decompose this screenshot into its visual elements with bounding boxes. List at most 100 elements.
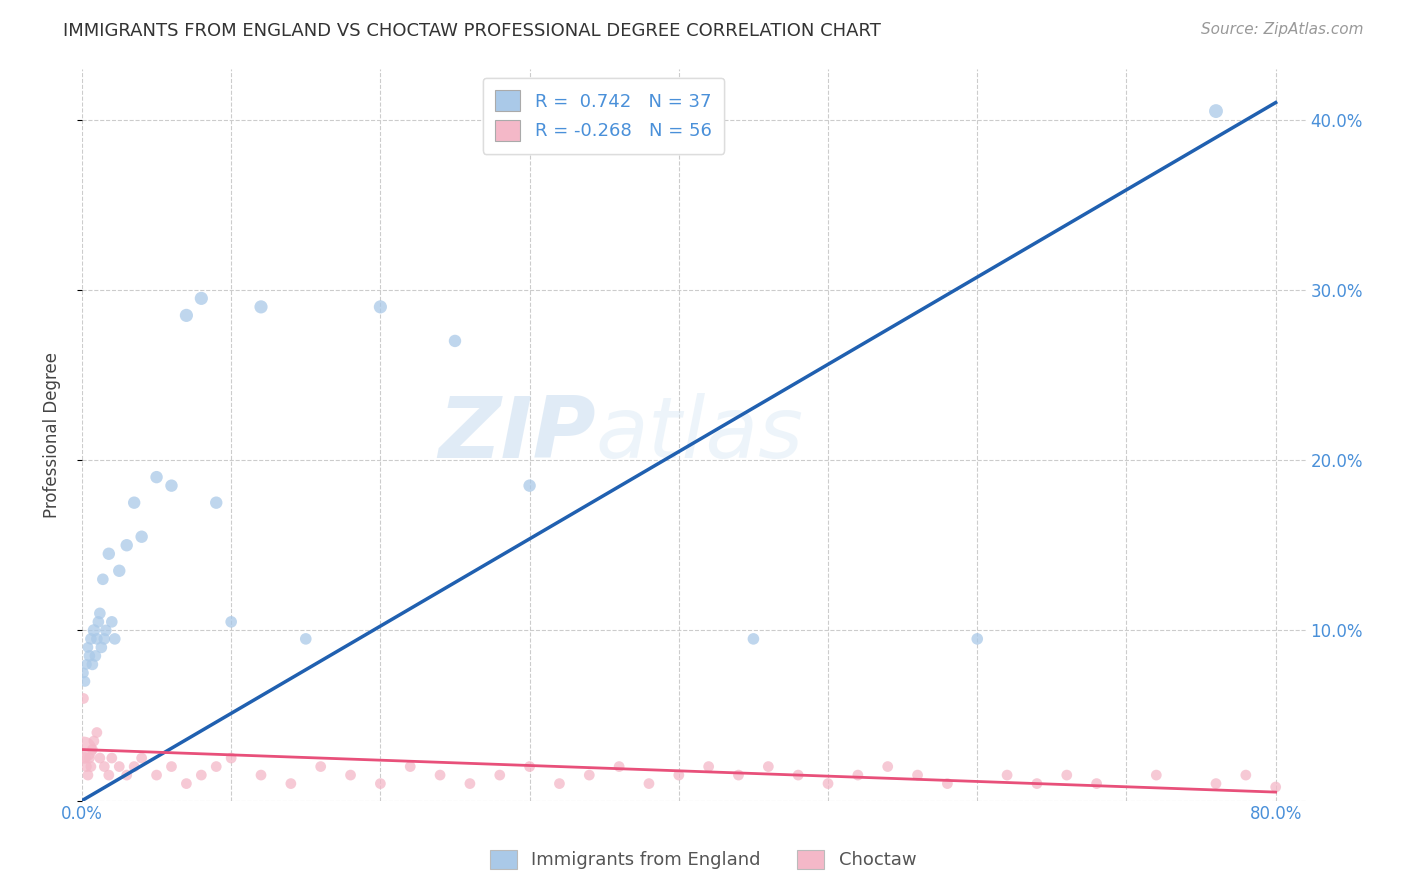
Point (1264, 780, 1286, 794)
Point (79, 751, 101, 765)
Point (787, 768, 810, 782)
Text: Source: ZipAtlas.com: Source: ZipAtlas.com (1201, 22, 1364, 37)
Point (77, 768, 100, 782)
Point (73, 674, 96, 689)
Point (176, 309, 198, 323)
Point (488, 768, 510, 782)
Point (936, 776, 959, 790)
Point (190, 768, 212, 782)
Point (122, 496, 145, 510)
Point (370, 300, 392, 314)
Point (250, 300, 273, 314)
Point (668, 768, 690, 782)
Point (79, 648, 101, 663)
Point (90, 640, 112, 655)
Point (219, 615, 242, 629)
Point (846, 768, 869, 782)
Point (966, 632, 988, 646)
Point (94, 624, 117, 638)
Point (294, 632, 316, 646)
Point (697, 759, 720, 773)
Point (101, 615, 124, 629)
Point (83, 734, 105, 748)
Legend: Immigrants from England, Choctaw: Immigrants from England, Choctaw (481, 840, 925, 879)
Point (339, 768, 361, 782)
Point (115, 538, 138, 552)
Point (86, 725, 108, 739)
Point (82, 657, 104, 672)
Point (995, 768, 1018, 782)
Point (131, 751, 153, 765)
Point (742, 632, 765, 646)
Point (876, 759, 898, 773)
Point (548, 776, 571, 790)
Point (89, 751, 111, 765)
Point (75, 759, 97, 773)
Point (80, 759, 103, 773)
Point (160, 478, 183, 492)
Point (1205, 776, 1227, 790)
Point (309, 759, 332, 773)
Text: atlas: atlas (596, 393, 804, 476)
Point (250, 768, 273, 782)
Point (131, 530, 153, 544)
Point (160, 759, 183, 773)
Legend: R =  0.742   N = 37, R = -0.268   N = 56: R = 0.742 N = 37, R = -0.268 N = 56 (482, 78, 724, 153)
Text: ZIP: ZIP (439, 393, 596, 476)
Point (84, 648, 107, 663)
Point (817, 776, 839, 790)
Point (93, 759, 115, 773)
Point (91, 572, 114, 586)
Point (72, 665, 94, 680)
Point (219, 751, 242, 765)
Point (73, 751, 96, 765)
Point (370, 776, 392, 790)
Point (89, 607, 111, 621)
Point (87, 615, 110, 629)
Point (280, 776, 302, 790)
Point (1144, 768, 1167, 782)
Point (756, 759, 779, 773)
Point (176, 776, 198, 790)
Point (1056, 768, 1078, 782)
Point (115, 768, 138, 782)
Point (727, 768, 749, 782)
Point (519, 478, 541, 492)
Point (86, 632, 108, 646)
Point (1205, 104, 1227, 119)
Point (458, 776, 481, 790)
Point (205, 759, 228, 773)
Text: IMMIGRANTS FROM ENGLAND VS CHOCTAW PROFESSIONAL DEGREE CORRELATION CHART: IMMIGRANTS FROM ENGLAND VS CHOCTAW PROFE… (63, 22, 882, 40)
Point (72, 691, 94, 706)
Point (77, 640, 100, 655)
Point (145, 768, 167, 782)
Point (72, 742, 94, 756)
Point (80, 632, 103, 646)
Point (578, 768, 600, 782)
Point (97, 768, 120, 782)
Point (101, 751, 124, 765)
Point (399, 759, 422, 773)
Point (108, 564, 131, 578)
Point (429, 768, 451, 782)
Point (1234, 768, 1257, 782)
Point (519, 759, 541, 773)
Point (108, 759, 131, 773)
Point (82, 742, 104, 756)
Point (145, 470, 167, 484)
Point (97, 547, 120, 561)
Point (190, 291, 212, 305)
Point (75, 657, 97, 672)
Point (83, 624, 105, 638)
Point (444, 334, 467, 348)
Point (607, 759, 630, 773)
Point (1085, 776, 1108, 790)
Point (907, 768, 929, 782)
Point (122, 759, 145, 773)
Point (638, 776, 661, 790)
Y-axis label: Professional Degree: Professional Degree (44, 351, 60, 517)
Point (205, 496, 228, 510)
Point (104, 632, 127, 646)
Point (93, 632, 115, 646)
Point (1026, 776, 1049, 790)
